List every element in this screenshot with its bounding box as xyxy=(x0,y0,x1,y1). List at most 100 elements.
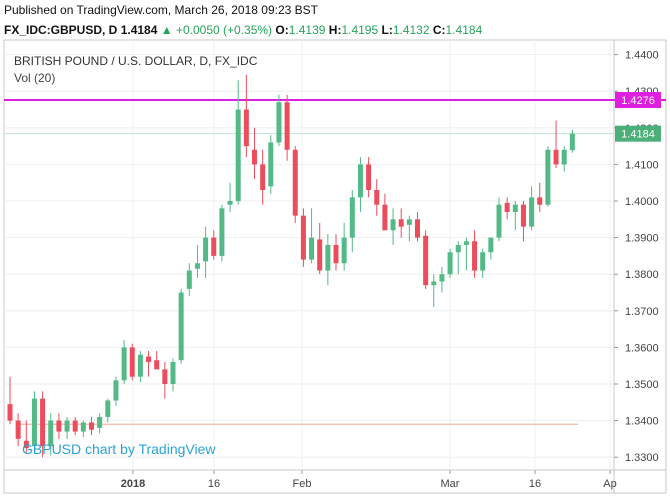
y-tick-label: 1.4400 xyxy=(625,50,659,62)
candle-body xyxy=(488,237,494,253)
up-arrow-icon: ▲ xyxy=(160,23,173,37)
candle xyxy=(137,351,143,383)
close-value: 1.4184 xyxy=(445,23,483,37)
candle xyxy=(48,413,54,456)
open-value: 1.4139 xyxy=(288,23,326,37)
candle xyxy=(439,266,445,293)
x-tick-label: 16 xyxy=(208,478,220,490)
candle-body xyxy=(64,420,70,432)
candle-body xyxy=(480,252,486,271)
candle xyxy=(463,237,469,271)
candle-body xyxy=(431,281,437,286)
candle-body xyxy=(520,204,526,227)
x-tick-label: Ap xyxy=(603,478,616,490)
candle-body xyxy=(146,356,152,363)
candle xyxy=(390,208,396,245)
candle-body xyxy=(447,252,453,275)
y-tick-label: 1.4000 xyxy=(625,196,659,208)
candle-body xyxy=(162,369,168,384)
last-price-tag-label: 1.4184 xyxy=(621,129,655,141)
candle-body xyxy=(423,235,429,286)
close-label: C: xyxy=(432,23,446,37)
candle xyxy=(553,120,559,169)
candle xyxy=(569,129,575,153)
candle xyxy=(105,398,111,423)
y-tick-label: 1.3900 xyxy=(625,233,659,245)
candle xyxy=(219,204,225,262)
y-tick-label: 1.3500 xyxy=(625,379,659,391)
candle-body xyxy=(406,219,412,225)
candle xyxy=(284,94,290,161)
candle-body xyxy=(325,244,331,271)
candle xyxy=(423,230,429,289)
candle-body xyxy=(398,219,404,227)
candle-body xyxy=(472,241,478,271)
candle-body xyxy=(496,204,502,238)
candle-body xyxy=(366,164,372,191)
candle xyxy=(333,233,339,271)
candle xyxy=(268,135,274,194)
candle xyxy=(455,241,461,275)
candle xyxy=(56,413,62,439)
candle-body xyxy=(121,347,127,381)
candle xyxy=(545,146,551,207)
y-tick-label: 1.3600 xyxy=(625,342,659,354)
candle-body xyxy=(243,109,249,147)
candle-body xyxy=(292,149,298,216)
candle xyxy=(23,420,29,454)
candle xyxy=(512,201,518,231)
candle xyxy=(72,416,78,436)
candle xyxy=(203,226,209,278)
candle xyxy=(447,248,453,278)
candle-body xyxy=(235,109,241,202)
candle xyxy=(97,413,103,434)
symbol-label: FX_IDC:GBPUSD, D xyxy=(4,23,118,37)
candle xyxy=(276,94,282,147)
watermark: GBPUSD chart by TradingView xyxy=(22,441,216,457)
horizontal-line-price-tag xyxy=(615,92,661,109)
quote-bar: FX_IDC:GBPUSD, D 1.4184 ▲ +0.0050 (+0.35… xyxy=(4,23,482,37)
candle-body xyxy=(219,208,225,256)
candle-body xyxy=(390,219,396,231)
candle xyxy=(382,193,388,231)
candle xyxy=(235,80,241,205)
candle-body xyxy=(80,422,86,432)
candle xyxy=(480,248,486,278)
x-tick-label: Feb xyxy=(293,478,312,490)
candle-body xyxy=(23,440,29,449)
candle-body xyxy=(439,274,445,282)
candle xyxy=(80,420,86,438)
candle-body xyxy=(300,215,306,260)
candle-body xyxy=(203,237,209,262)
candle-body xyxy=(415,219,420,238)
candle-body xyxy=(154,360,160,370)
x-tick-label: Mar xyxy=(441,478,460,490)
candle xyxy=(243,74,249,158)
candle-body xyxy=(56,420,62,432)
candle-body xyxy=(113,380,119,401)
candle xyxy=(146,351,152,377)
candle xyxy=(341,222,347,271)
candle-body xyxy=(317,239,323,271)
candle xyxy=(186,263,192,297)
high-value: 1.4195 xyxy=(341,23,379,37)
candle xyxy=(227,182,233,212)
low-value: 1.4132 xyxy=(392,23,430,37)
candle-body xyxy=(178,292,184,361)
candle-body xyxy=(545,149,551,205)
volume-label: Vol (20) xyxy=(14,71,55,85)
candle xyxy=(366,157,372,198)
candle-body xyxy=(211,237,217,256)
candle-body xyxy=(97,416,103,428)
candle xyxy=(194,244,200,278)
candle-body xyxy=(529,197,535,227)
candle xyxy=(89,416,94,436)
candle xyxy=(170,358,176,392)
published-caption: Published on TradingView.com, March 26, … xyxy=(4,3,318,17)
candle-body xyxy=(194,263,200,269)
candle xyxy=(15,413,21,447)
y-tick-label: 1.3700 xyxy=(625,306,659,318)
candle xyxy=(121,340,127,384)
low-label: L: xyxy=(381,23,393,37)
